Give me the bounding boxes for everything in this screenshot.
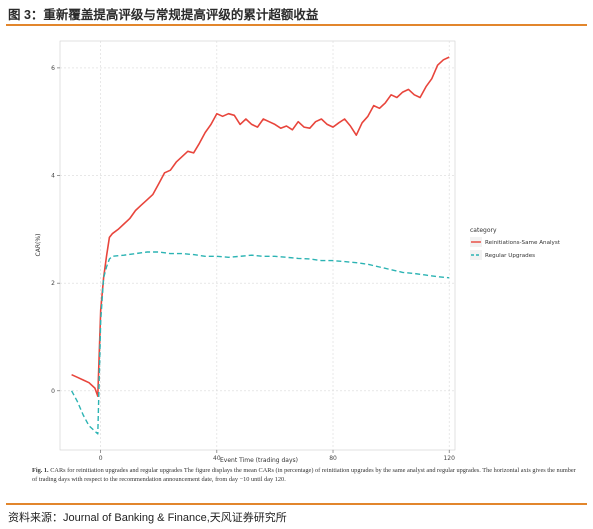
x-tick-label: 0	[99, 455, 103, 462]
y-tick-label: 4	[51, 173, 55, 180]
plot-panel	[59, 40, 456, 451]
figure-title: 图 3：重新覆盖提高评级与常规提高评级的累计超额收益	[8, 8, 319, 22]
figure-caption: Fig. 1. CARs for reinitiation upgrades a…	[32, 466, 577, 484]
legend-title: category	[470, 227, 497, 234]
y-tick-label: 2	[51, 280, 55, 287]
caption-text: CARs for reinitiation upgrades and regul…	[32, 467, 576, 483]
y-axis-label: CAR(%)	[35, 234, 42, 257]
axes: 0 40 80 120 0 2 4 6	[51, 65, 455, 462]
y-tick-label: 6	[51, 65, 55, 72]
gridlines	[60, 41, 455, 450]
series-line-reinitiations	[71, 56, 450, 397]
x-axis-label: Event Time (trading days)	[220, 457, 298, 464]
legend-label: Reinitiations-Same Analyst	[485, 240, 561, 246]
y-tick-label: 0	[51, 388, 55, 395]
source-note: 资料来源：Journal of Banking & Finance,天风证券研究…	[8, 512, 287, 524]
bottom-rule	[6, 503, 587, 505]
x-tick-label: 80	[329, 455, 337, 462]
series-lines	[70, 56, 450, 435]
legend: category Reinitiations-Same Analyst Regul…	[470, 227, 561, 260]
x-tick-label: 40	[213, 455, 221, 462]
top-rule	[6, 24, 587, 26]
caption-label: Fig. 1.	[32, 467, 49, 474]
legend-label: Regular Upgrades	[485, 253, 535, 259]
x-tick-label: 120	[443, 455, 455, 462]
series-line-regular-upgrades	[70, 251, 450, 435]
